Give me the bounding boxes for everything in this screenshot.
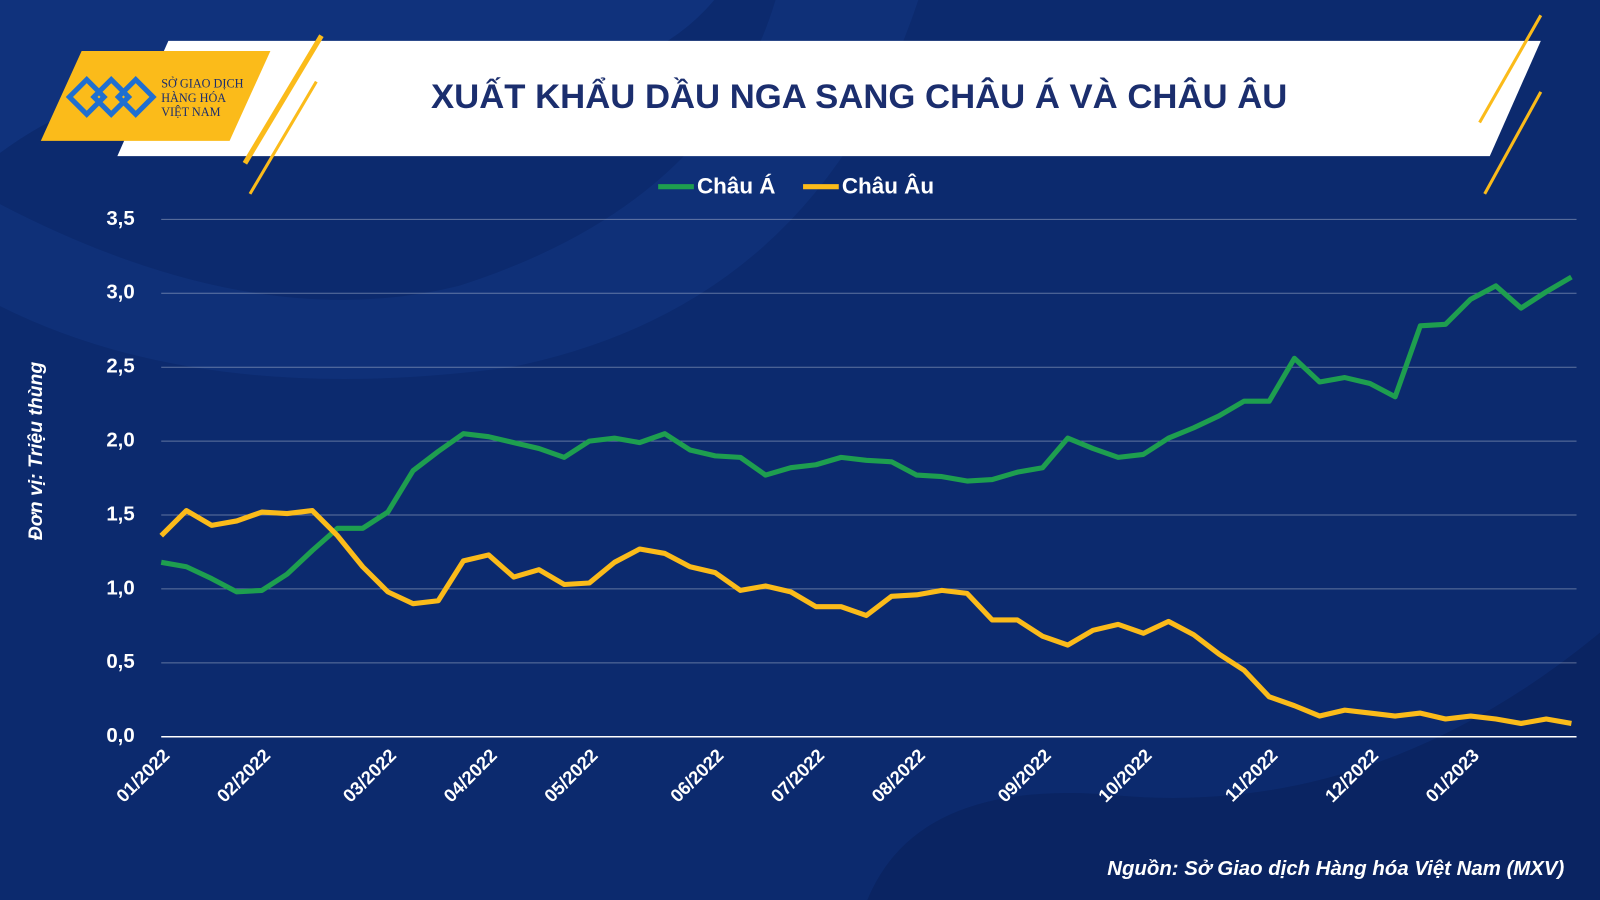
decor xyxy=(0,0,919,380)
source: Nguồn: Sở Giao dịch Hàng hóa Việt Nam (M… xyxy=(1107,858,1564,880)
decor xyxy=(867,632,1600,900)
y-tick-label: 0,5 xyxy=(106,651,134,673)
y-tick-label: 0,0 xyxy=(106,725,134,747)
chart-title: XUẤT KHẨU DẦU NGA SANG CHÂU Á VÀ CHÂU ÂU xyxy=(431,76,1287,116)
legend-label: Châu Á xyxy=(697,174,776,199)
y-tick-label: 1,5 xyxy=(106,503,134,525)
y-tick-label: 1,0 xyxy=(106,577,134,599)
legend-label: Châu Âu xyxy=(842,174,934,199)
logo-text: SỞ GIAO DỊCH xyxy=(161,77,243,91)
decor-stripe xyxy=(1478,14,1543,124)
line xyxy=(159,508,1572,726)
decor-stripe xyxy=(1483,91,1543,195)
y-tick-label: 3,0 xyxy=(106,282,134,304)
decor-stripe xyxy=(248,80,318,195)
decor-stripe xyxy=(242,34,324,165)
logo-text: VIỆT NAM xyxy=(161,105,220,119)
logo-icon xyxy=(65,75,157,118)
y-tick-label: 2,0 xyxy=(106,429,134,451)
line xyxy=(160,274,1573,595)
y-tick-label: 3,5 xyxy=(106,208,134,230)
y-tick-label: 2,5 xyxy=(106,356,134,378)
logo-text: HÀNG HÓA xyxy=(161,91,226,105)
title-banner xyxy=(117,40,1541,157)
y-axis-label: Đơn vị: Triệu thùng xyxy=(25,362,47,541)
